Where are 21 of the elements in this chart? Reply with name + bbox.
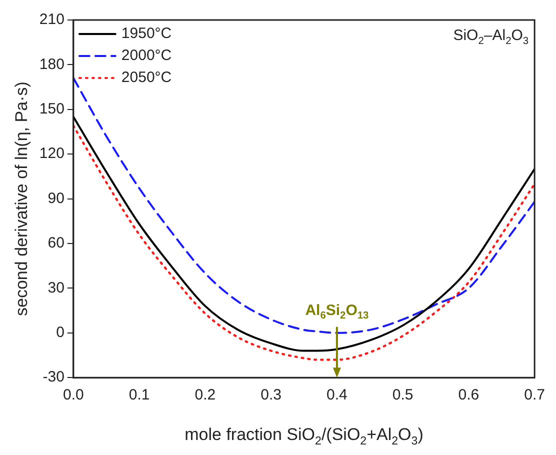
y-axis-title: second derivative of ln(η, Pa·s)	[12, 82, 31, 316]
legend-label: 2050°C	[121, 69, 172, 86]
y-tick-label: 90	[48, 190, 64, 207]
y-tick-label: 150	[39, 100, 64, 118]
y-tick-label: 30	[48, 279, 64, 296]
x-tick-label: 0.5	[392, 386, 414, 404]
y-tick-label: 210	[39, 11, 64, 28]
legend-label: 2000°C	[121, 47, 172, 64]
y-tick-label: 120	[39, 145, 64, 162]
x-tick-label: 0.1	[128, 386, 150, 404]
x-tick-label: 0.0	[62, 386, 84, 404]
y-tick-label: 180	[39, 56, 64, 73]
x-tick-label: 0.3	[260, 386, 282, 404]
x-tick-label: 0.6	[458, 386, 480, 404]
x-tick-label: 0.4	[326, 386, 348, 404]
y-tick-label: 0	[56, 324, 64, 342]
x-tick-label: 0.2	[194, 386, 216, 404]
y-tick-label: -30	[42, 368, 64, 386]
legend-label: 1950°C	[121, 25, 172, 42]
y-tick-label: 60	[48, 234, 64, 252]
x-tick-label: 0.7	[524, 386, 546, 404]
